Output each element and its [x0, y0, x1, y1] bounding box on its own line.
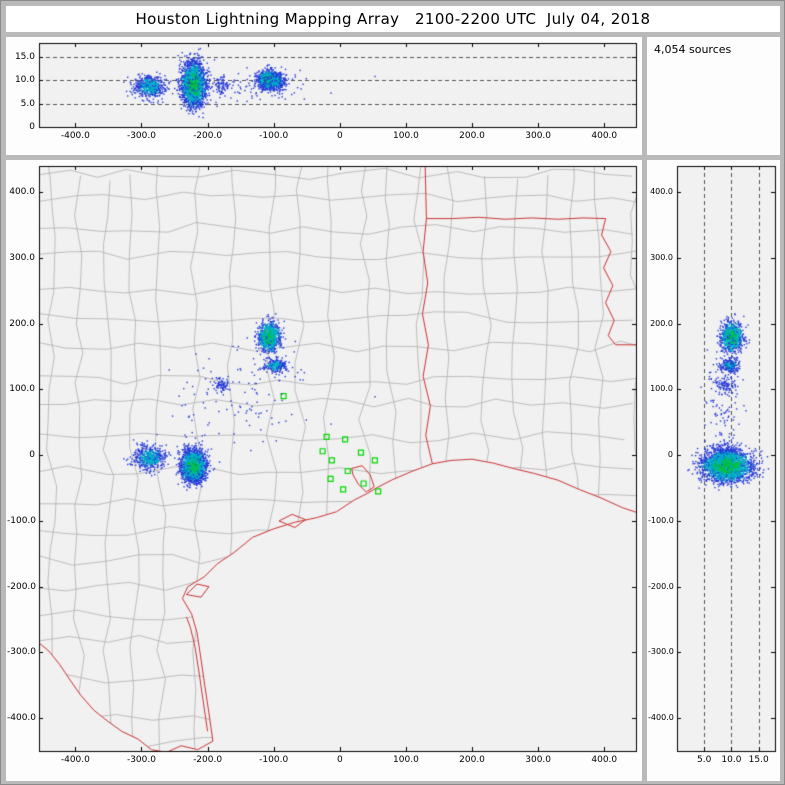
tick-label: -100.0: [648, 515, 674, 525]
tick-label: -300.0: [126, 131, 156, 141]
tick-label: 0: [667, 450, 673, 460]
tick-label: -400.0: [60, 755, 90, 765]
alt-vs-ew-panel: -400.0 -300.0 -200.0 -100.0 0 100.0 200.0 300.0…: [6, 37, 642, 155]
tick-label: -200.0: [7, 581, 37, 592]
plan-view-panel: -400.0 -300.0 -200.0 -100.0 0 100.0 200.0 300.0…: [6, 160, 642, 781]
tick-label: 0: [336, 131, 343, 141]
page-title: Houston Lightning Mapping Array 2100-220…: [135, 10, 651, 28]
tick-label: 200.0: [9, 318, 35, 329]
tick-label: -400.0: [648, 713, 674, 723]
tick-label: -200.0: [648, 581, 674, 591]
tick-label: 300.0: [9, 253, 35, 264]
title-bar: Houston Lightning Mapping Array 2100-220…: [6, 6, 780, 32]
tick-label: -100.0: [259, 131, 289, 141]
tick-label: 400.0: [9, 187, 35, 198]
tick-label: 15.0: [748, 755, 769, 765]
tick-label: 200.0: [650, 318, 673, 328]
tick-label: 100.0: [650, 384, 673, 394]
tick-label: -300.0: [648, 647, 674, 657]
alt-vs-ew-canvas[interactable]: [6, 37, 642, 155]
tick-label: 0: [29, 450, 35, 461]
tick-label: -100.0: [259, 755, 289, 765]
sources-count: 4,054 sources: [654, 43, 732, 56]
tick-label: 400.0: [650, 187, 673, 197]
tick-label: 200.0: [459, 755, 485, 765]
tick-label: 10.0: [14, 75, 35, 86]
tick-label: -100.0: [7, 515, 37, 526]
tick-label: 300.0: [650, 253, 673, 263]
tick-label: -200.0: [193, 755, 223, 765]
sources-panel: 4,054 sources: [647, 37, 780, 155]
tick-label: 15.0: [14, 52, 35, 62]
tick-label: 300.0: [525, 755, 552, 765]
tick-label: 100.0: [393, 131, 419, 141]
tick-label: -400.0: [60, 131, 90, 141]
tick-label: 400.0: [591, 131, 618, 141]
tick-label: 400.0: [591, 755, 618, 765]
alt-vs-ns-panel: 5.0 10.0 15.0 400.0 300.0 200.0 100.0 0 -100.0 -2…: [647, 160, 780, 781]
plan-view-canvas[interactable]: [6, 160, 642, 781]
tick-label: 0: [29, 122, 35, 132]
alt-vs-ns-canvas[interactable]: [647, 160, 780, 781]
tick-label: 5.0: [697, 755, 712, 765]
tick-label: 0: [336, 755, 343, 765]
tick-label: 100.0: [9, 384, 35, 395]
tick-label: -300.0: [126, 755, 156, 765]
tick-label: 5.0: [20, 98, 35, 109]
tick-label: 300.0: [525, 131, 552, 141]
tick-label: 10.0: [721, 755, 742, 765]
tick-label: 100.0: [393, 755, 419, 765]
tick-label: -300.0: [7, 647, 37, 658]
tick-label: 200.0: [459, 131, 485, 141]
tick-label: -400.0: [7, 713, 37, 724]
tick-label: -200.0: [193, 131, 223, 141]
